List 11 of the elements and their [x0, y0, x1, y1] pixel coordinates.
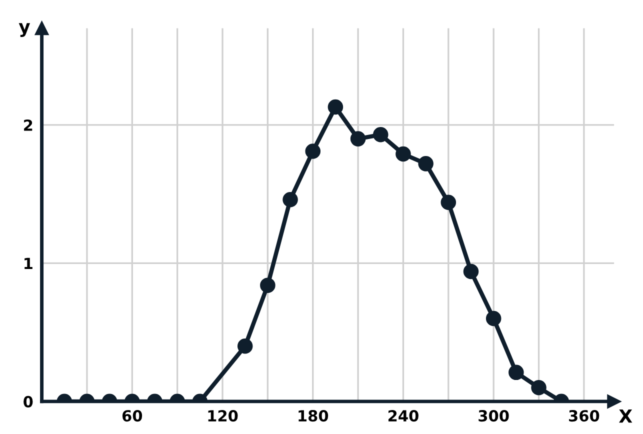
x-tick-label: 240	[388, 410, 418, 422]
y-tick-label: 2	[24, 119, 32, 131]
x-tick-label: 120	[208, 410, 238, 422]
y-axis-title: y	[18, 23, 30, 37]
x-tick-label: 360	[569, 410, 600, 422]
y-tick-label: 0	[24, 396, 33, 408]
x-tick-label: 60	[122, 410, 142, 422]
y-tick-label: 1	[24, 258, 32, 270]
x-axis-title: X	[618, 409, 632, 423]
x-tick-label: 180	[298, 410, 328, 422]
x-tick-label: 300	[478, 410, 509, 422]
